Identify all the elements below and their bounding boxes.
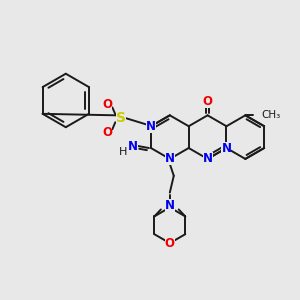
Text: O: O [202,95,213,108]
Text: CH₃: CH₃ [261,110,280,120]
Text: O: O [165,237,175,250]
Text: O: O [102,126,112,139]
Text: S: S [116,111,126,125]
Text: O: O [102,98,112,111]
Text: N: N [146,120,156,133]
Text: N: N [221,142,231,154]
Text: N: N [128,140,138,152]
Text: N: N [165,199,175,212]
Text: N: N [202,152,213,165]
Text: N: N [165,152,175,165]
Text: H: H [119,147,128,157]
